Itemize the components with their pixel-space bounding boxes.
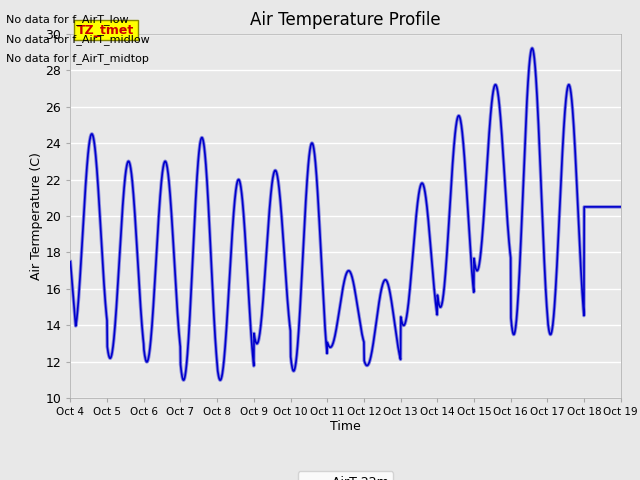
Title: Air Temperature Profile: Air Temperature Profile: [250, 11, 441, 29]
Text: No data for f_AirT_midtop: No data for f_AirT_midtop: [6, 53, 149, 64]
Text: No data for f_AirT_midlow: No data for f_AirT_midlow: [6, 34, 150, 45]
Text: No data for f_AirT_low: No data for f_AirT_low: [6, 14, 129, 25]
Text: TZ_tmet: TZ_tmet: [77, 24, 134, 36]
Y-axis label: Air Termperature (C): Air Termperature (C): [29, 152, 43, 280]
Legend: AirT 22m: AirT 22m: [298, 471, 394, 480]
X-axis label: Time: Time: [330, 420, 361, 433]
